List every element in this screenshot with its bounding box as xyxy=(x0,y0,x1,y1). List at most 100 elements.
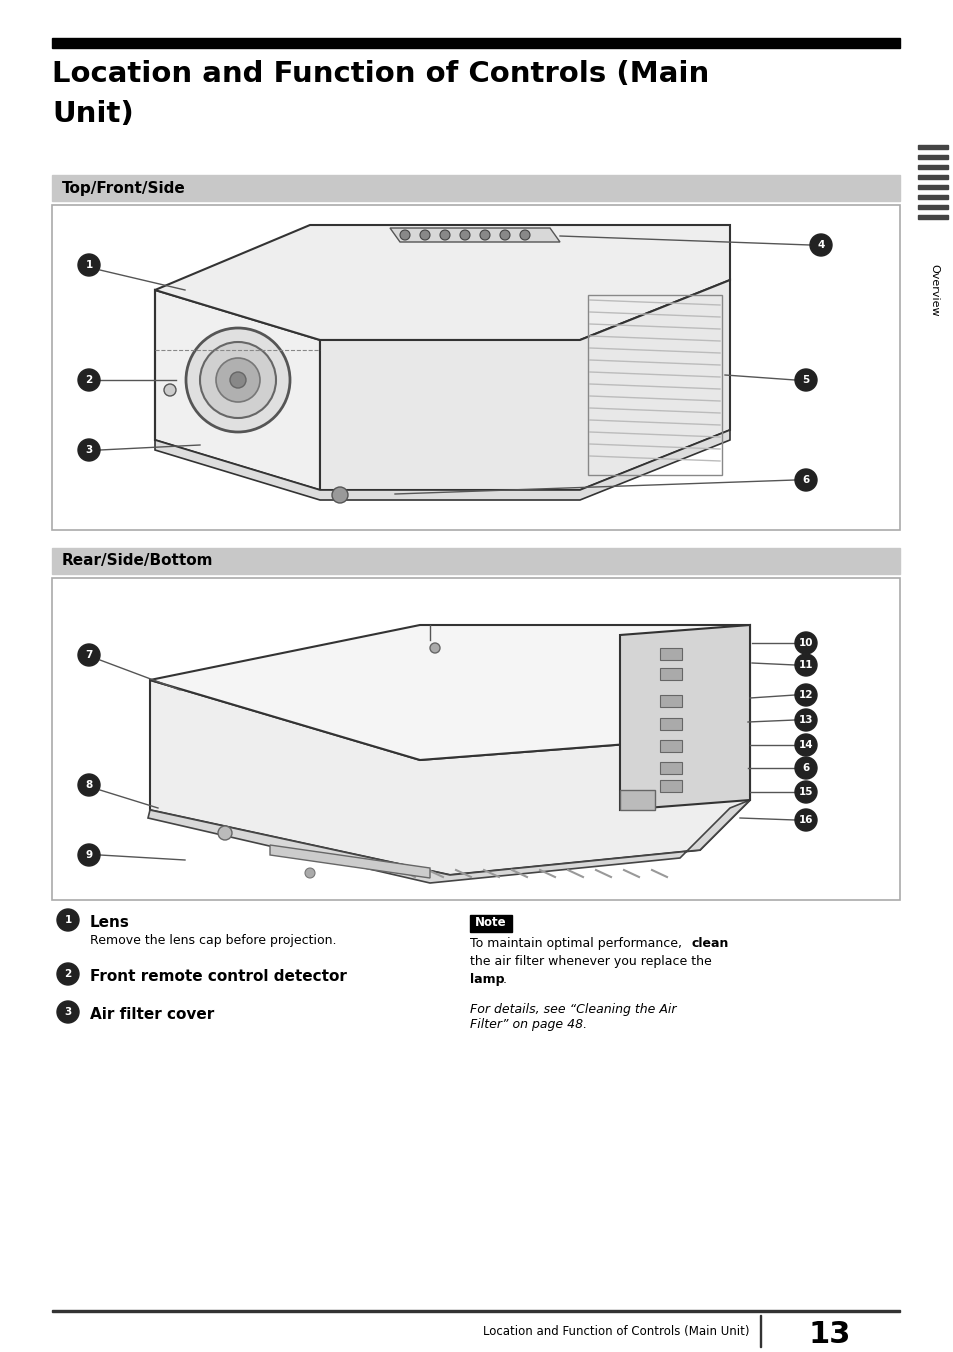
Bar xyxy=(52,579,899,900)
Circle shape xyxy=(479,230,490,241)
Bar xyxy=(917,185,947,189)
Text: 11: 11 xyxy=(798,660,812,671)
Circle shape xyxy=(794,369,816,391)
Circle shape xyxy=(200,342,275,418)
Bar xyxy=(917,195,947,199)
Polygon shape xyxy=(319,280,729,489)
Bar xyxy=(659,763,681,773)
Text: 7: 7 xyxy=(85,650,92,660)
Text: clean: clean xyxy=(691,937,729,950)
Text: Front remote control detector: Front remote control detector xyxy=(90,969,347,984)
Polygon shape xyxy=(154,224,729,339)
Text: 6: 6 xyxy=(801,763,809,773)
Circle shape xyxy=(78,644,100,667)
Circle shape xyxy=(439,230,450,241)
Circle shape xyxy=(186,329,290,433)
Polygon shape xyxy=(619,625,749,810)
Text: lamp: lamp xyxy=(470,973,504,986)
Text: Note: Note xyxy=(475,917,506,930)
Bar xyxy=(917,165,947,169)
Text: 8: 8 xyxy=(85,780,92,790)
Bar xyxy=(587,295,721,475)
Circle shape xyxy=(794,781,816,803)
Text: Location and Function of Controls (Main: Location and Function of Controls (Main xyxy=(52,59,708,88)
Bar xyxy=(917,174,947,178)
Text: 4: 4 xyxy=(817,241,823,250)
Circle shape xyxy=(794,654,816,676)
Polygon shape xyxy=(154,430,729,500)
Text: Unit): Unit) xyxy=(52,100,133,128)
Bar xyxy=(619,790,655,810)
Circle shape xyxy=(57,909,79,932)
Polygon shape xyxy=(150,625,749,760)
Bar xyxy=(52,548,899,575)
Bar xyxy=(52,174,899,201)
Text: Remove the lens cap before projection.: Remove the lens cap before projection. xyxy=(90,934,336,946)
Bar xyxy=(659,780,681,792)
Bar xyxy=(917,206,947,210)
Circle shape xyxy=(794,684,816,706)
Circle shape xyxy=(78,254,100,276)
Text: Air filter cover: Air filter cover xyxy=(90,1007,214,1022)
Text: 15: 15 xyxy=(798,787,812,796)
Text: 14: 14 xyxy=(798,740,813,750)
Circle shape xyxy=(399,230,410,241)
Text: 2: 2 xyxy=(85,375,92,385)
Text: 10: 10 xyxy=(798,638,812,648)
Text: 9: 9 xyxy=(86,850,92,860)
Circle shape xyxy=(230,372,246,388)
Circle shape xyxy=(499,230,510,241)
Circle shape xyxy=(332,487,348,503)
Polygon shape xyxy=(390,228,559,242)
Circle shape xyxy=(78,844,100,867)
Text: To maintain optimal performance,: To maintain optimal performance, xyxy=(470,937,685,950)
Text: Location and Function of Controls (Main Unit): Location and Function of Controls (Main … xyxy=(483,1325,749,1338)
Circle shape xyxy=(78,773,100,796)
Circle shape xyxy=(78,439,100,461)
Text: 2: 2 xyxy=(64,969,71,979)
Bar xyxy=(470,915,512,932)
Polygon shape xyxy=(270,845,430,877)
Circle shape xyxy=(459,230,470,241)
Circle shape xyxy=(794,808,816,831)
Bar xyxy=(52,206,899,530)
Circle shape xyxy=(57,1000,79,1023)
Circle shape xyxy=(519,230,530,241)
Polygon shape xyxy=(148,800,749,883)
Bar xyxy=(917,215,947,219)
Text: 3: 3 xyxy=(85,445,92,456)
Bar xyxy=(659,695,681,707)
Circle shape xyxy=(809,234,831,256)
Text: 1: 1 xyxy=(64,915,71,925)
Text: 13: 13 xyxy=(798,715,812,725)
Bar xyxy=(659,648,681,660)
Text: 1: 1 xyxy=(85,260,92,270)
Text: 6: 6 xyxy=(801,475,809,485)
Circle shape xyxy=(794,757,816,779)
Polygon shape xyxy=(150,680,749,875)
Circle shape xyxy=(794,469,816,491)
Text: 16: 16 xyxy=(798,815,812,825)
Text: Top/Front/Side: Top/Front/Side xyxy=(62,181,186,196)
Bar xyxy=(52,38,899,49)
Bar xyxy=(917,145,947,149)
Bar xyxy=(659,668,681,680)
Text: 13: 13 xyxy=(808,1320,850,1349)
Bar xyxy=(659,740,681,752)
Circle shape xyxy=(164,384,175,396)
Text: 3: 3 xyxy=(64,1007,71,1017)
Text: .: . xyxy=(502,973,506,986)
Text: Overview: Overview xyxy=(928,264,938,316)
Polygon shape xyxy=(154,289,319,489)
Circle shape xyxy=(215,358,260,402)
Text: the air filter whenever you replace the: the air filter whenever you replace the xyxy=(470,955,711,968)
Text: For details, see “Cleaning the Air
Filter” on page 48.: For details, see “Cleaning the Air Filte… xyxy=(470,1003,676,1032)
Circle shape xyxy=(305,868,314,877)
Circle shape xyxy=(794,734,816,756)
Text: 5: 5 xyxy=(801,375,809,385)
Circle shape xyxy=(430,644,439,653)
Circle shape xyxy=(794,631,816,654)
Text: Rear/Side/Bottom: Rear/Side/Bottom xyxy=(62,553,213,568)
Bar xyxy=(917,155,947,160)
Circle shape xyxy=(218,826,232,840)
